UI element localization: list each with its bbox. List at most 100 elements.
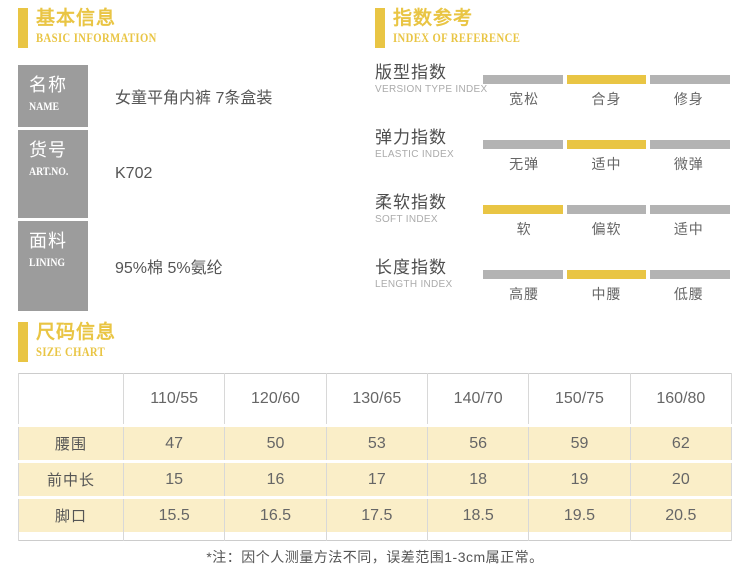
field-label-zh: 名称 xyxy=(29,75,67,95)
table-row-label: 前中长 xyxy=(18,460,124,498)
index-bar-labels: 宽松 合身 修身 xyxy=(483,89,730,109)
table-cell: 20.5 xyxy=(629,496,733,532)
index-label-en: ELASTIC INDEX xyxy=(375,149,454,160)
bar-segment xyxy=(566,140,647,149)
bar-segment xyxy=(483,205,563,214)
index-bars: 软 偏软 适中 xyxy=(483,193,731,239)
table-header-row: 110/55 120/60 130/65 140/70 150/75 160/8… xyxy=(18,373,733,426)
table-cell: 15 xyxy=(122,460,226,498)
field-row-lining: 面料 LINING 95%棉 5%氨纶 xyxy=(18,221,223,311)
table-header-cell: 130/65 xyxy=(325,373,428,426)
field-value-lining: 95%棉 5%氨纶 xyxy=(115,260,223,277)
table-cell: 18.5 xyxy=(426,496,530,532)
table-cell: 20 xyxy=(629,460,733,498)
accent-bar xyxy=(18,8,28,48)
bar-option-label: 合身 xyxy=(591,91,622,107)
index-bars: 高腰 中腰 低腰 xyxy=(483,258,731,304)
index-bar-track xyxy=(483,140,731,149)
bar-segment xyxy=(650,75,731,84)
bar-option-label: 中腰 xyxy=(591,286,622,302)
index-label-zh: 弹力指数 xyxy=(375,128,447,147)
index-label: 版型指数 VERSION TYPE INDEX xyxy=(375,63,488,109)
table-cell: 56 xyxy=(426,424,530,462)
bar-segment xyxy=(566,205,647,214)
table-header-cell: 110/55 xyxy=(122,373,226,426)
index-bar-labels: 软 偏软 适中 xyxy=(483,219,730,239)
index-row-version-type: 版型指数 VERSION TYPE INDEX 宽松 合身 修身 xyxy=(375,63,731,109)
index-bars: 宽松 合身 修身 xyxy=(483,63,731,109)
table-cell: 50 xyxy=(224,424,327,462)
accent-bar xyxy=(375,8,385,48)
field-label-zh: 货号 xyxy=(29,140,67,160)
index-row-elastic: 弹力指数 ELASTIC INDEX 无弹 适中 微弹 xyxy=(375,128,731,174)
index-row-length: 长度指数 LENGTH INDEX 高腰 中腰 低腰 xyxy=(375,258,731,304)
index-reference-header-text: 指数参考 INDEX OF REFERENCE xyxy=(393,8,548,48)
basic-info-title: 基本信息 xyxy=(36,8,117,29)
bar-option-label: 偏软 xyxy=(591,221,622,237)
field-label-box-artno: 货号 ART.NO. xyxy=(18,130,88,218)
table-row-label: 脚口 xyxy=(18,496,124,532)
index-label-zh: 柔软指数 xyxy=(375,193,447,212)
table-cell: 17 xyxy=(325,460,428,498)
table-cell: 59 xyxy=(528,424,631,462)
measurement-note: *注：因个人测量方法不同，误差范围1-3cm属正常。 xyxy=(206,549,544,565)
field-label-en: NAME xyxy=(29,99,60,113)
table-filler-row xyxy=(18,532,733,541)
table-cell: 19 xyxy=(528,460,631,498)
bar-option-label: 低腰 xyxy=(673,286,704,302)
index-bar-track xyxy=(483,205,731,214)
bar-segment xyxy=(650,270,731,279)
index-bars: 无弹 适中 微弹 xyxy=(483,128,731,174)
bar-segment xyxy=(483,270,563,279)
index-bar-labels: 无弹 适中 微弹 xyxy=(483,154,730,174)
table-cell: 17.5 xyxy=(325,496,428,532)
index-bar-track xyxy=(483,75,731,84)
table-cell: 16.5 xyxy=(224,496,327,532)
index-label-zh: 版型指数 xyxy=(375,63,447,82)
table-row-label: 腰围 xyxy=(18,424,124,462)
table-cell: 53 xyxy=(325,424,428,462)
bar-segment xyxy=(483,75,563,84)
field-label-en: LINING xyxy=(29,255,66,269)
index-reference-header: 指数参考 INDEX OF REFERENCE xyxy=(375,8,548,48)
field-label-en: ART.NO. xyxy=(29,164,69,178)
field-label-box-lining: 面料 LINING xyxy=(18,221,88,311)
table-cell: 18 xyxy=(426,460,530,498)
field-value-name: 女童平角内裤 7条盒装 xyxy=(115,90,273,107)
field-row-name: 名称 NAME 女童平角内裤 7条盒装 xyxy=(18,65,272,127)
bar-segment xyxy=(650,140,731,149)
table-header-cell: 140/70 xyxy=(426,373,530,426)
accent-bar xyxy=(18,322,28,362)
table-cell: 19.5 xyxy=(528,496,631,532)
table-cell: 47 xyxy=(122,424,226,462)
size-chart-header: 尺码信息 SIZE CHART xyxy=(18,322,120,362)
index-label-zh: 长度指数 xyxy=(375,258,447,277)
table-row-front-length: 前中长 15 16 17 18 19 20 xyxy=(18,460,733,498)
field-label-box-name: 名称 NAME xyxy=(18,65,88,127)
basic-info-subtitle: BASIC INFORMATION xyxy=(36,30,157,45)
field-label-zh: 面料 xyxy=(29,231,67,251)
bar-option-label: 适中 xyxy=(591,156,622,172)
basic-info-header: 基本信息 BASIC INFORMATION xyxy=(18,8,183,48)
index-reference-subtitle: INDEX OF REFERENCE xyxy=(393,30,521,45)
bar-segment xyxy=(483,140,563,149)
field-value-artno: K702 xyxy=(115,165,153,182)
bar-option-label: 无弹 xyxy=(509,156,540,172)
bar-option-label: 高腰 xyxy=(509,286,540,302)
index-label-en: VERSION TYPE INDEX xyxy=(375,84,488,95)
table-header-cell: 160/80 xyxy=(629,373,733,426)
size-chart-title: 尺码信息 xyxy=(36,322,117,343)
bar-segment xyxy=(566,270,647,279)
index-bar-track xyxy=(483,270,731,279)
table-header-cell xyxy=(18,373,124,426)
bar-segment xyxy=(566,75,647,84)
index-label-en: SOFT INDEX xyxy=(375,214,438,225)
bar-option-label: 修身 xyxy=(673,91,704,107)
size-chart-table: 110/55 120/60 130/65 140/70 150/75 160/8… xyxy=(18,373,733,541)
index-reference-title: 指数参考 xyxy=(393,8,474,29)
table-row-leg-opening: 脚口 15.5 16.5 17.5 18.5 19.5 20.5 xyxy=(18,496,733,532)
bar-option-label: 微弹 xyxy=(673,156,704,172)
bar-option-label: 软 xyxy=(516,221,532,237)
table-header-cell: 120/60 xyxy=(224,373,327,426)
